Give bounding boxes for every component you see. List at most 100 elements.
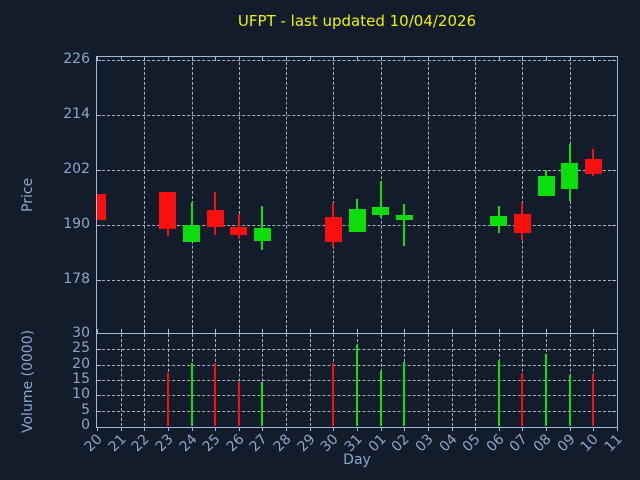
day-tick-bottom <box>404 427 406 431</box>
price-gridline <box>97 115 616 116</box>
volume-bar-day-09 <box>568 375 571 426</box>
volume-day-gridline <box>238 334 240 426</box>
candle-wick-01 <box>379 181 382 219</box>
day-tick-middle <box>569 329 571 333</box>
day-tick-bottom <box>546 427 548 431</box>
day-tick-middle <box>475 329 477 333</box>
price-tick-label: 214 <box>63 106 90 122</box>
price-day-gridline <box>475 57 477 333</box>
day-tick-top <box>569 57 571 61</box>
volume-bar-day-30 <box>332 363 335 426</box>
price-tick-mark <box>97 170 101 171</box>
day-tick-top <box>357 57 358 61</box>
price-gridline <box>97 170 616 171</box>
volume-day-gridline <box>120 334 122 426</box>
day-tick-middle <box>215 329 217 333</box>
candle-day-06 <box>490 215 508 226</box>
price-day-gridline <box>333 57 335 333</box>
day-tick-bottom <box>522 427 524 431</box>
day-tick-bottom <box>120 427 122 431</box>
volume-bar-day-06 <box>497 359 500 426</box>
day-tick-middle <box>451 329 453 333</box>
candle-day-10 <box>584 159 602 175</box>
day-tick-middle <box>167 329 169 333</box>
volume-day-gridline <box>262 334 264 426</box>
candle-day-01 <box>372 206 390 215</box>
day-tick-top <box>404 57 406 61</box>
day-tick-top <box>475 57 477 61</box>
day-tick-middle <box>404 329 406 333</box>
candle-day-31 <box>348 208 366 232</box>
volume-tick-label: 20 <box>72 355 90 372</box>
volume-bar-day-08 <box>545 353 548 426</box>
volume-bar-day-25 <box>214 363 217 426</box>
day-tick-top <box>120 57 122 61</box>
day-tick-middle <box>546 329 548 333</box>
day-tick-middle <box>427 329 429 333</box>
candle-day-02 <box>395 214 413 220</box>
day-tick-top <box>333 57 335 61</box>
volume-tick-label: 15 <box>72 371 90 387</box>
price-tick-mark <box>97 115 101 116</box>
day-tick-bottom <box>498 427 500 431</box>
day-tick-bottom <box>593 427 595 431</box>
volume-day-gridline <box>144 334 146 426</box>
day-tick-top <box>498 57 500 61</box>
price-gridline <box>97 280 616 281</box>
volume-plot-area <box>97 334 616 426</box>
day-tick-top <box>286 57 288 61</box>
volume-tick-label: 0 <box>81 417 90 433</box>
day-tick-top <box>238 57 240 61</box>
day-tick-middle <box>333 329 335 333</box>
volume-tick-mark <box>97 395 101 397</box>
day-tick-middle <box>309 329 311 333</box>
price-day-gridline <box>191 57 193 333</box>
day-tick-bottom <box>617 427 618 431</box>
price-tick-label: 202 <box>63 161 90 177</box>
price-day-gridline <box>144 57 146 333</box>
day-tick-top <box>451 57 453 61</box>
day-tick-middle <box>380 329 382 333</box>
price-tick-mark <box>612 280 616 281</box>
price-day-gridline <box>427 57 429 333</box>
day-tick-middle <box>238 329 240 333</box>
price-day-gridline <box>286 57 288 333</box>
volume-day-gridline <box>475 334 477 426</box>
candle-day-09 <box>561 162 579 190</box>
day-tick-bottom <box>451 427 453 431</box>
day-tick-bottom <box>309 427 311 431</box>
candle-day-26 <box>230 226 248 236</box>
price-day-gridline <box>238 57 240 333</box>
candle-wick-24 <box>190 201 193 243</box>
price-tick-mark <box>612 225 616 226</box>
day-tick-bottom <box>167 427 169 431</box>
price-tick-label: 226 <box>63 51 90 67</box>
volume-day-gridline <box>451 334 453 426</box>
day-tick-top <box>215 57 217 61</box>
volume-axis-label: Volume (0000) <box>20 329 36 433</box>
volume-tick-label: 30 <box>72 325 90 341</box>
volume-tick-mark <box>612 364 616 366</box>
chart-title: UFPT - last updated 10/04/2026 <box>237 12 477 30</box>
day-tick-middle <box>498 329 500 333</box>
volume-bar-day-01 <box>379 370 382 426</box>
candle-day-07 <box>513 214 531 233</box>
volume-tick-mark <box>612 395 616 397</box>
day-tick-bottom <box>215 427 217 431</box>
day-tick-bottom <box>475 427 477 431</box>
day-tick-top <box>593 57 595 61</box>
day-tick-middle <box>357 329 358 333</box>
day-tick-middle <box>522 329 524 333</box>
candle-day-27 <box>253 227 271 242</box>
day-tick-bottom <box>333 427 335 431</box>
day-tick-top <box>546 57 548 61</box>
day-tick-bottom <box>97 427 98 431</box>
candle-day-08 <box>537 175 555 197</box>
volume-bar-day-02 <box>403 361 406 426</box>
price-tick-mark <box>97 280 101 281</box>
price-tick-label: 178 <box>63 271 90 287</box>
x-axis-label: Day <box>343 452 371 468</box>
day-tick-middle <box>262 329 264 333</box>
price-tick-mark <box>612 170 616 171</box>
volume-bar-day-07 <box>521 372 524 426</box>
